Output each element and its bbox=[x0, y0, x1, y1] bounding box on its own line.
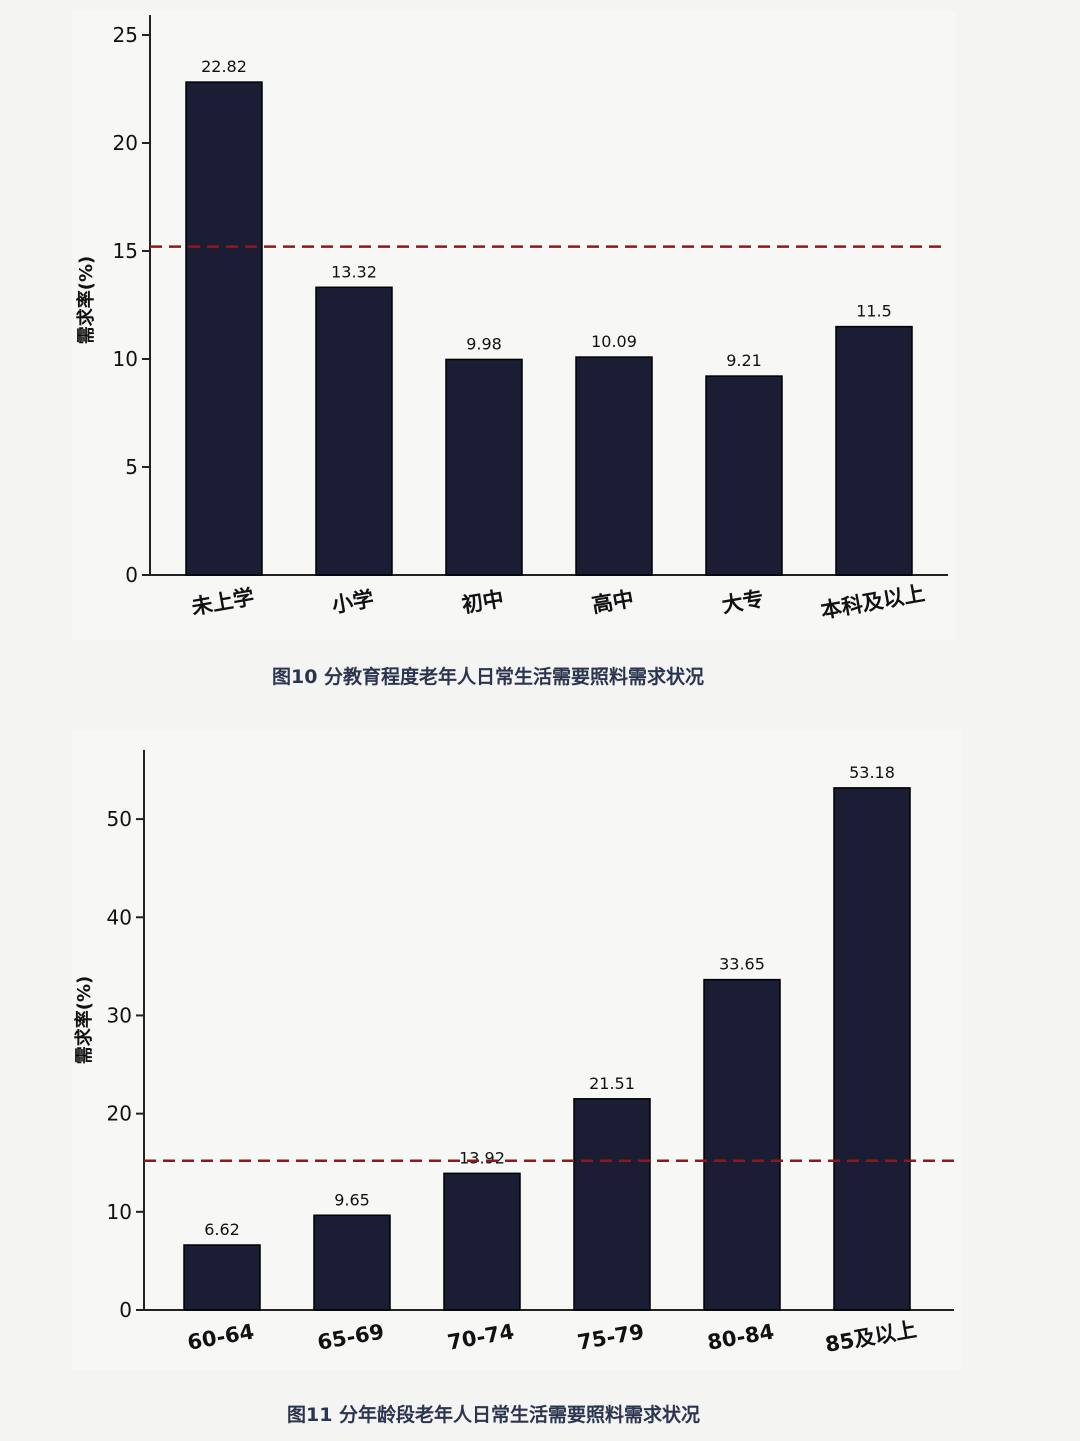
y-tick-label: 40 bbox=[107, 905, 132, 929]
y-axis-label: 需求率(%) bbox=[75, 256, 97, 345]
bar-value-label: 21.51 bbox=[589, 1074, 635, 1093]
x-category-label: 70-74 bbox=[446, 1319, 516, 1354]
bar-value-label: 10.09 bbox=[591, 332, 637, 351]
chart-education-caption: 图10 分教育程度老年人日常生活需要照料需求状况 bbox=[272, 666, 705, 688]
bar-value-label: 33.65 bbox=[719, 955, 765, 974]
bar-value-label: 13.32 bbox=[331, 262, 377, 281]
x-category-label: 65-69 bbox=[316, 1319, 386, 1354]
bar bbox=[183, 1244, 261, 1311]
x-category-label: 本科及以上 bbox=[819, 581, 927, 623]
x-category-label: 小学 bbox=[330, 587, 376, 618]
x-category-label: 初中 bbox=[460, 587, 506, 618]
x-category-label: 大专 bbox=[720, 587, 766, 618]
y-tick-label: 5 bbox=[125, 455, 138, 479]
bar bbox=[315, 286, 393, 576]
chart-education-panel: 需求率(%) 0 5 10 15 20 25 22.82 未上学 13.32 小学 9.98 初中 10.… bbox=[72, 10, 956, 640]
y-tick-label: 10 bbox=[113, 347, 138, 371]
x-category-label: 高中 bbox=[590, 587, 636, 618]
x-category-label: 60-64 bbox=[186, 1319, 256, 1354]
bar bbox=[443, 1172, 521, 1311]
bar-value-label: 22.82 bbox=[201, 57, 247, 76]
bar bbox=[833, 787, 911, 1311]
chart-age-panel: 需求率(%) 0 10 20 30 40 50 6.62 60-64 9.65 65-69 13.92… bbox=[72, 730, 962, 1370]
x-category-label: 75-79 bbox=[576, 1319, 646, 1354]
y-tick-label: 30 bbox=[107, 1003, 132, 1027]
chart-age: 需求率(%) 0 10 20 30 40 50 6.62 60-64 9.65 65-69 13.92… bbox=[73, 750, 954, 1357]
bar-value-label: 9.65 bbox=[334, 1190, 370, 1209]
bar bbox=[185, 81, 263, 576]
bar bbox=[573, 1098, 651, 1311]
y-axis-label: 需求率(%) bbox=[73, 976, 95, 1065]
y-tick-label: 15 bbox=[113, 239, 138, 263]
y-tick-label: 20 bbox=[107, 1102, 132, 1126]
x-category-label: 80-84 bbox=[706, 1319, 776, 1354]
x-category-label: 未上学 bbox=[190, 585, 256, 620]
bar-value-label: 9.98 bbox=[466, 334, 502, 353]
bar-value-label: 6.62 bbox=[204, 1220, 240, 1239]
chart-age-caption: 图11 分年龄段老年人日常生活需要照料需求状况 bbox=[287, 1404, 701, 1426]
bar bbox=[313, 1214, 391, 1311]
y-tick-label: 25 bbox=[113, 23, 138, 47]
y-tick-label: 0 bbox=[119, 1298, 132, 1322]
bar bbox=[705, 375, 783, 576]
bar bbox=[575, 356, 653, 576]
bar bbox=[445, 358, 523, 576]
bar bbox=[835, 325, 913, 576]
bar-value-label: 53.18 bbox=[849, 763, 895, 782]
chart-education: 需求率(%) 0 5 10 15 20 25 22.82 未上学 13.32 小学 9.98 初中 10.… bbox=[75, 15, 948, 623]
bar-value-label: 11.5 bbox=[856, 302, 892, 321]
y-tick-label: 50 bbox=[107, 807, 132, 831]
y-tick-label: 20 bbox=[113, 131, 138, 155]
bar-value-label: 13.92 bbox=[459, 1148, 505, 1167]
y-tick-label: 0 bbox=[125, 563, 138, 587]
bar-value-label: 9.21 bbox=[726, 351, 762, 370]
x-category-label: 85及以上 bbox=[823, 1317, 918, 1357]
bar bbox=[703, 978, 781, 1311]
y-tick-label: 10 bbox=[107, 1200, 132, 1224]
